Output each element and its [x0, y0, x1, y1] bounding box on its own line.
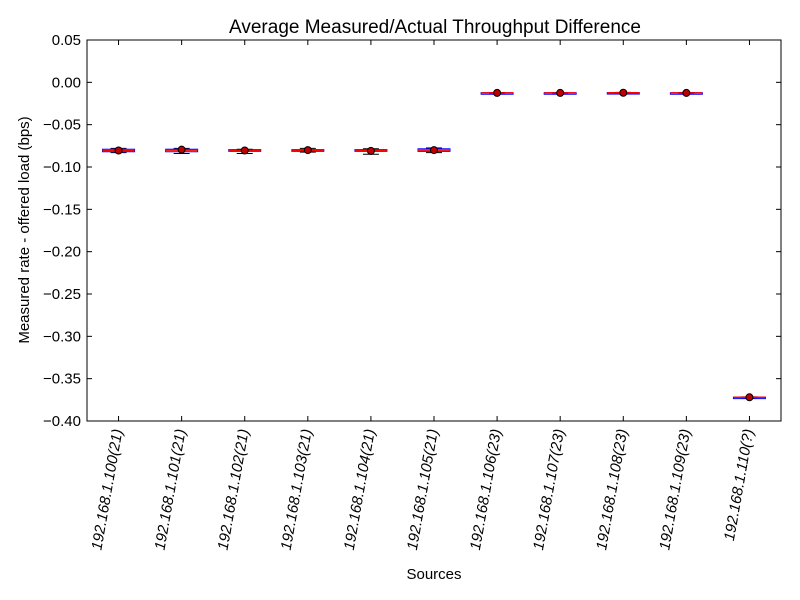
mean-marker — [493, 88, 502, 97]
y-tick-label: 0.05 — [52, 32, 81, 49]
y-tick-label: −0.05 — [43, 117, 81, 134]
mean-marker — [114, 146, 123, 155]
y-tick-label: 0.00 — [52, 74, 81, 91]
y-tick-label: −0.15 — [43, 201, 81, 218]
x-tick-label: 192.168.1.101(21) — [152, 428, 190, 552]
y-tick-label: −0.20 — [43, 244, 81, 261]
y-tick-label: −0.40 — [43, 413, 81, 430]
mean-marker — [177, 145, 186, 154]
y-tick-label: −0.30 — [43, 328, 81, 345]
mean-marker — [556, 88, 565, 97]
plot-frame — [86, 39, 782, 422]
mean-marker — [745, 393, 754, 402]
x-tick-label: 192.168.1.104(21) — [341, 428, 379, 552]
y-axis-label: Measured rate - offered load (bps) — [16, 116, 33, 343]
x-tick-label: 192.168.1.102(21) — [215, 428, 253, 552]
x-tick-label: 192.168.1.110(?) — [721, 428, 757, 542]
x-tick-label: 192.168.1.107(23) — [530, 428, 568, 552]
x-tick-label: 192.168.1.100(21) — [88, 428, 126, 552]
x-axis-label: Sources — [406, 566, 461, 583]
mean-marker — [619, 88, 628, 97]
mean-marker — [430, 146, 438, 155]
x-tick-label: 192.168.1.108(23) — [593, 428, 631, 552]
y-tick-label: −0.35 — [43, 371, 81, 388]
chart-title: Average Measured/Actual Throughput Diffe… — [229, 17, 641, 38]
x-tick-label: 192.168.1.106(23) — [467, 428, 505, 552]
x-tick-label: 192.168.1.103(21) — [278, 428, 316, 552]
mean-marker — [366, 146, 375, 155]
x-tick-label: 192.168.1.109(23) — [656, 428, 694, 552]
mean-marker — [240, 146, 249, 155]
y-tick-label: −0.10 — [43, 159, 81, 176]
x-tick-label: 192.168.1.105(21) — [404, 428, 442, 552]
plot-area: 0.05 0.00 −0.05 −0.10 −0.15 −0.20 −0.25 −0.30 −0… — [43, 32, 782, 552]
y-tick-label: −0.25 — [43, 286, 81, 303]
mean-marker — [682, 88, 691, 97]
mean-marker — [303, 146, 312, 155]
